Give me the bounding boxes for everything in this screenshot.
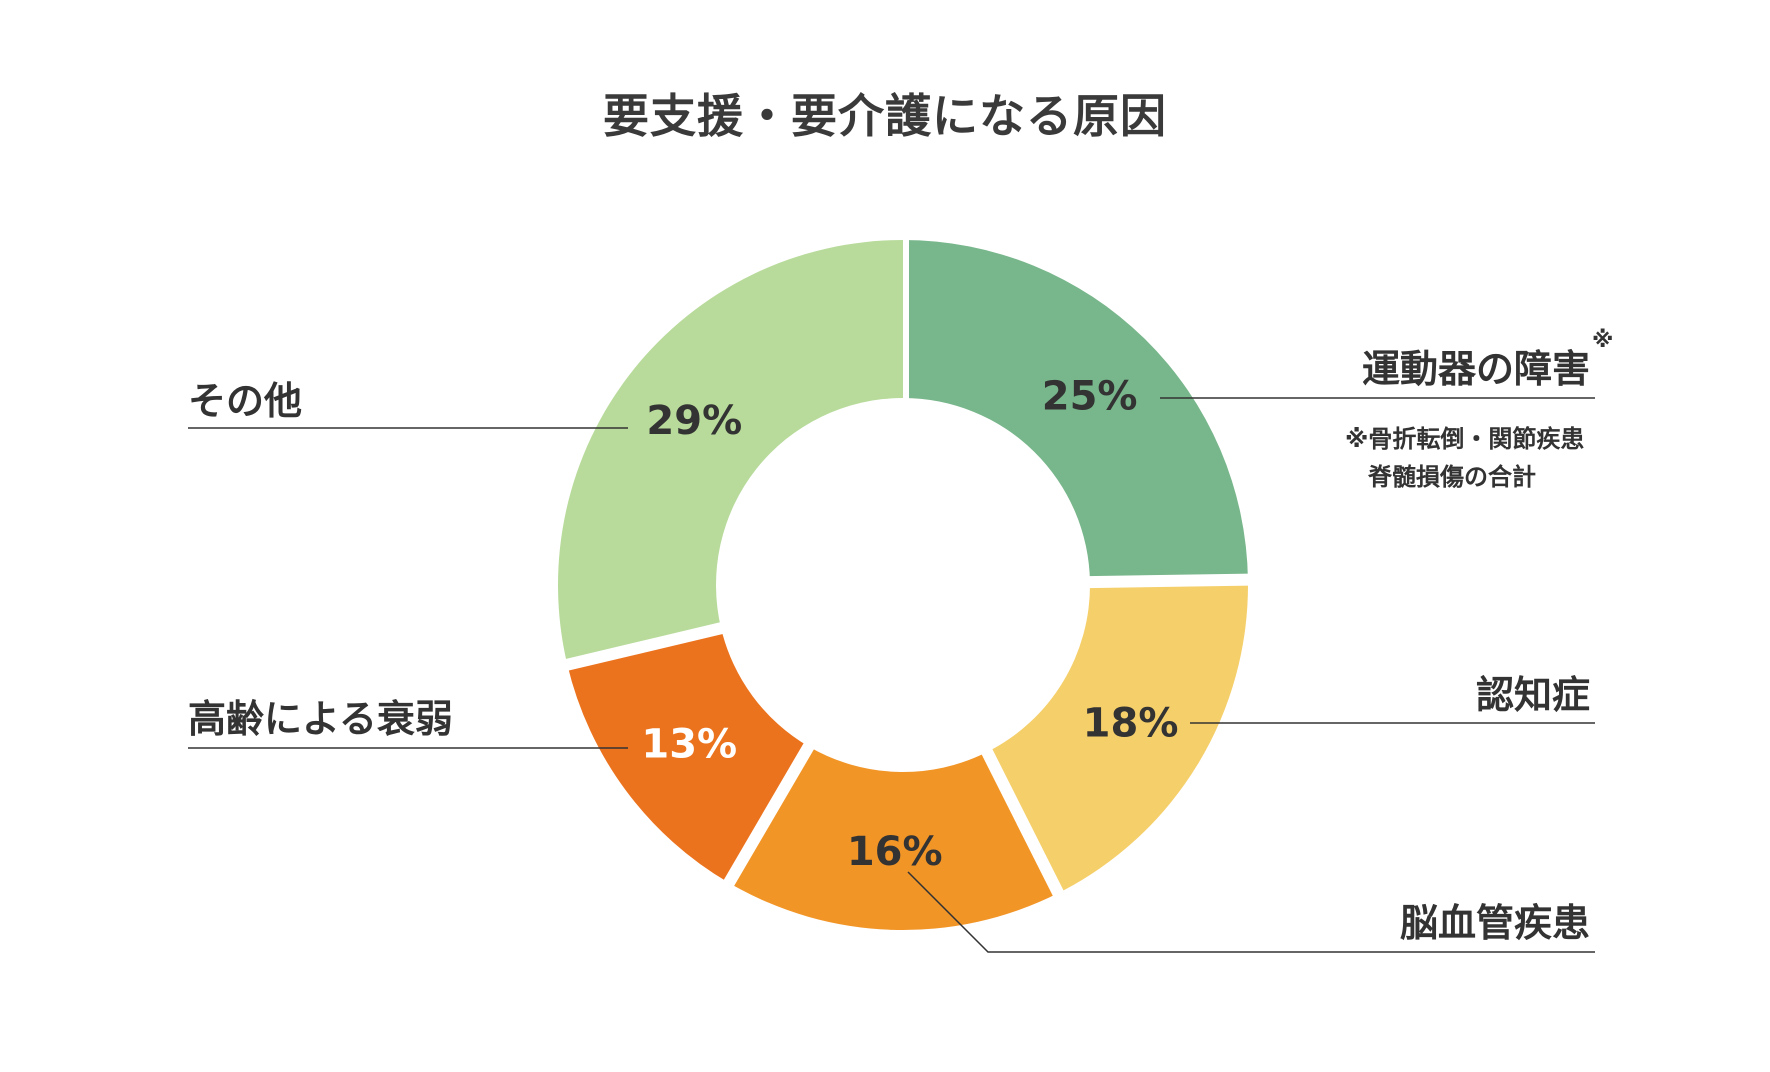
value-label-cerebrovascular: 16% (847, 829, 943, 875)
footnote-marker: ※ (1592, 328, 1614, 353)
value-label-frailty: 13% (641, 721, 737, 767)
slice-separator (1087, 573, 1251, 589)
category-label-cerebrovascular: 脳血管疾患 (1399, 901, 1590, 945)
slice-musculoskeletal (903, 240, 1248, 583)
leader-line-cerebrovascular (907, 871, 1595, 953)
slice-other (558, 240, 903, 665)
value-label-other: 29% (646, 398, 742, 444)
slice-cerebrovascular (728, 746, 1059, 930)
footnote-line-2: 脊髄損傷の合計 (1368, 463, 1536, 491)
category-label-other: その他 (188, 379, 303, 423)
chart-title: 要支援・要介護になる原因 (603, 89, 1167, 143)
slice-separator (564, 621, 725, 672)
category-label-frailty: 高齢による衰弱 (188, 697, 453, 741)
slice-separator (722, 741, 815, 888)
slice-frailty (567, 628, 809, 883)
footnote-line-1: ※骨折転倒・関節疾患 (1345, 425, 1585, 453)
slice-separator (980, 747, 1065, 898)
category-label-dementia: 認知症 (1475, 673, 1590, 717)
value-label-musculoskeletal: 25% (1042, 373, 1138, 419)
slice-dementia (987, 579, 1248, 894)
category-label-musculoskeletal: 運動器の障害 (1361, 347, 1590, 391)
value-label-dementia: 18% (1083, 701, 1179, 747)
